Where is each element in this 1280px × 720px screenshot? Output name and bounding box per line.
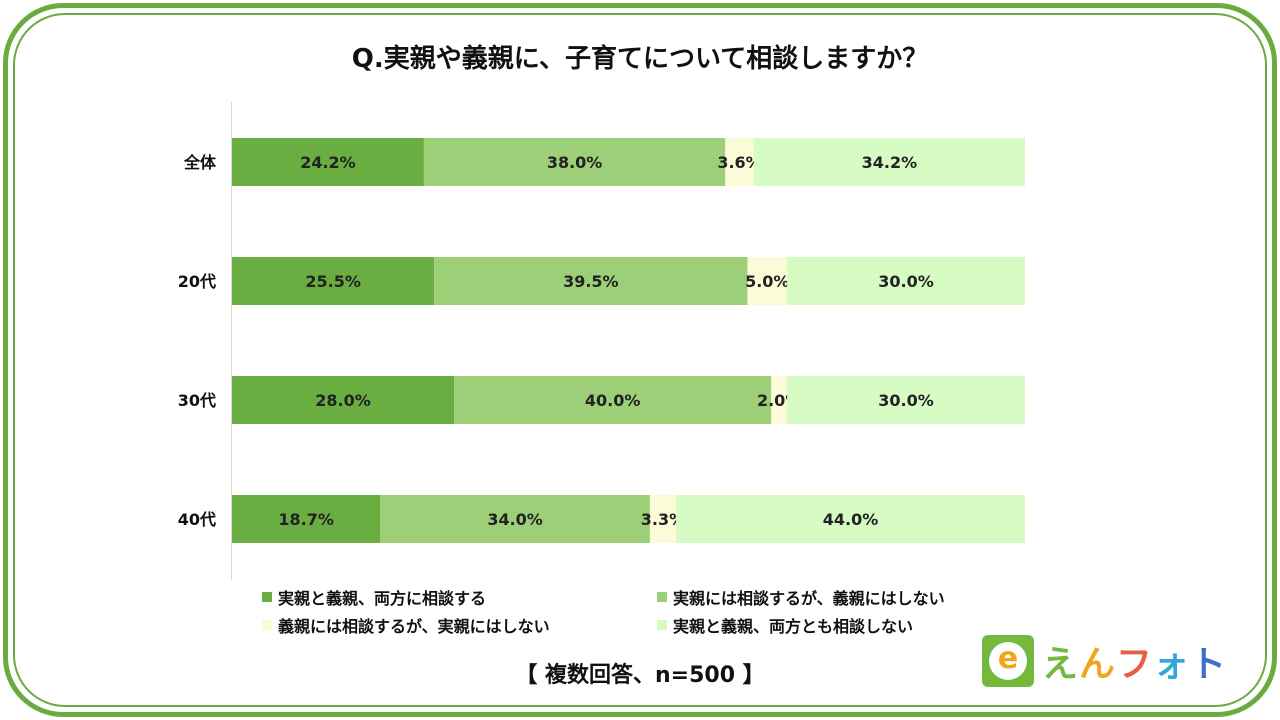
legend-label: 実親には相談するが、義親にはしない [673,589,945,608]
value-label: 3.6% [717,153,761,172]
category-label: 全体 [183,153,217,172]
legend-swatch [262,592,272,602]
sample-note: 【 複数回答、n=500 】 [515,663,765,688]
logo-text: えんフォト [1042,644,1228,685]
legend-label: 実親と義親、両方とも相談しない [673,617,914,636]
enphoto-logo: e えんフォト [982,634,1227,688]
bar-segment [423,138,726,186]
bar-segment [232,495,381,543]
legend-label: 義親には相談するが、実親にはしない [278,617,550,636]
bar-segment [649,495,677,543]
category-label: 30代 [178,391,216,410]
bar-segment [787,257,1025,305]
value-label: 5.0% [745,272,789,291]
outer-frame [3,3,1277,717]
value-label: 44.0% [823,510,879,529]
value-label: 18.7% [278,510,334,529]
category-label: 20代 [178,272,216,291]
legend-item: 義親には相談するが、実親にはしない [262,614,657,636]
category-label: 40代 [178,510,216,529]
bar-segment [434,257,748,305]
value-label: 28.0% [315,391,371,410]
value-label: 39.5% [563,272,619,291]
bar-segment [380,495,650,543]
legend-swatch [657,592,667,602]
bar-segment [676,495,1025,543]
legend-swatch [262,620,272,630]
value-label: 30.0% [878,272,934,291]
value-label: 34.0% [487,510,543,529]
bar-segment [725,138,754,186]
value-label: 40.0% [585,391,641,410]
chart-legend: 実親と義親、両方に相談する 実親には相談するが、義親にはしない義親には相談するが、… [262,586,1022,636]
bar-segment [753,138,1025,186]
value-label: 3.3% [641,510,685,529]
legend-item: 実親と義親、両方とも相談しない [657,614,1022,636]
bar-segment [747,257,788,305]
bar-segment [787,376,1025,424]
legend-swatch [657,620,667,630]
bar-segment [771,376,788,424]
bar-segment [232,138,424,186]
value-label: 24.2% [300,153,356,172]
logo-mark-icon: e [982,635,1034,687]
bar-segment [232,376,455,424]
chart-title: Q.実親や義親に、子育てについて相談しますか？ [351,44,929,74]
legend-item: 実親には相談するが、義親にはしない [657,586,1022,608]
bar-segment [454,376,772,424]
inner-frame [13,13,1267,707]
value-label: 38.0% [547,153,603,172]
value-label: 30.0% [878,391,934,410]
value-label: 34.2% [862,153,918,172]
bar-segment [232,257,435,305]
legend-item: 実親と義親、両方に相談する [262,586,657,608]
value-label: 25.5% [305,272,361,291]
legend-label: 実親と義親、両方に相談する [278,589,487,608]
